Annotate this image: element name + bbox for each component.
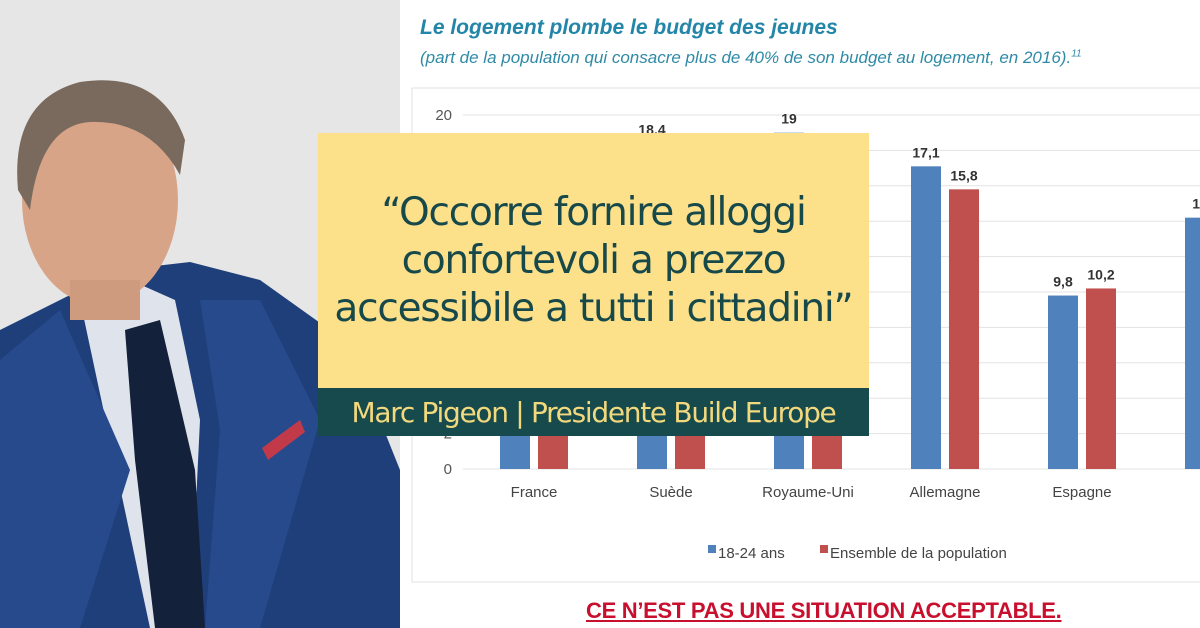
- quote-byline: Marc Pigeon | Presidente Build Europe: [318, 388, 869, 436]
- legend-swatch: [820, 545, 828, 553]
- y-tick-label: 0: [444, 461, 452, 478]
- x-tick-label: France: [511, 484, 558, 501]
- footnote-marker: 11: [1071, 48, 1082, 60]
- bar-ensemble: [1086, 288, 1116, 469]
- alert-text: CE N’EST PAS UNE SITUATION ACCEPTABLE.: [586, 598, 1062, 623]
- x-tick-label: Allemagne: [910, 484, 981, 501]
- data-label: 19: [781, 111, 797, 127]
- y-tick-label: 20: [435, 107, 452, 124]
- quote-text: “Occorre fornire alloggi confortevoli a …: [334, 189, 853, 331]
- chart-subtitle: (part de la population qui consacre plus…: [420, 48, 1082, 68]
- x-tick-label: Royaume-Uni: [762, 484, 854, 501]
- x-tick-label: Espagne: [1052, 484, 1111, 501]
- bar-18-24: [1048, 295, 1078, 469]
- bar-ensemble: [949, 189, 979, 469]
- quote-box: “Occorre fornire alloggi confortevoli a …: [318, 133, 869, 388]
- legend-label: 18-24 ans: [718, 545, 785, 562]
- x-tick-label: Suède: [649, 484, 692, 501]
- bar-18-24: [1185, 217, 1200, 469]
- subtitle-text: (part de la population qui consacre plus…: [420, 48, 1072, 67]
- data-label: 14: [1192, 196, 1200, 212]
- data-label: 17,1: [912, 144, 939, 160]
- legend-label: Ensemble de la population: [830, 545, 1007, 562]
- data-label: 9,8: [1053, 274, 1073, 290]
- data-label: 15,8: [950, 167, 977, 183]
- bar-18-24: [911, 166, 941, 469]
- chart-title: Le logement plombe le budget des jeunes: [420, 16, 838, 39]
- legend-swatch: [708, 545, 716, 553]
- data-label: 10,2: [1087, 266, 1114, 282]
